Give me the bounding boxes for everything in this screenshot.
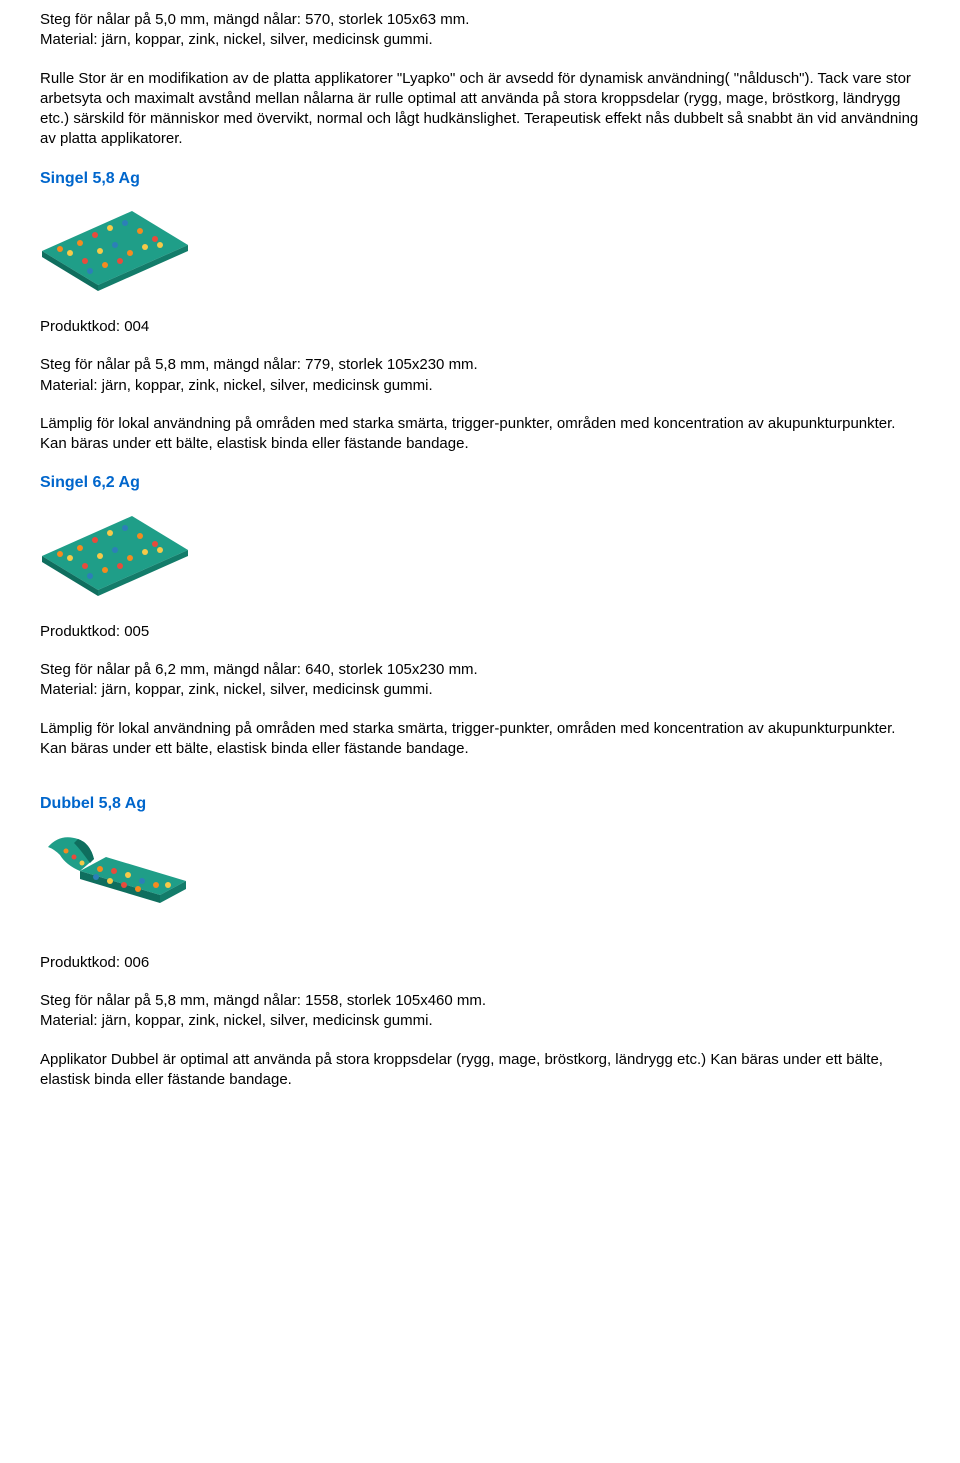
product-code: Produktkod: 005 — [40, 622, 920, 642]
product-spec-block: Steg för nålar på 5,8 mm, mängd nålar: 7… — [40, 355, 920, 396]
applicator-rolled-mat-icon — [40, 829, 190, 929]
product-heading: Singel 6,2 Ag — [40, 472, 920, 494]
intro-spec-line2: Material: järn, koppar, zink, nickel, si… — [40, 30, 920, 50]
product-image — [40, 829, 920, 929]
intro-spec-line1: Steg för nålar på 5,0 mm, mängd nålar: 5… — [40, 10, 920, 30]
product-spec-line1: Steg för nålar på 5,8 mm, mängd nålar: 1… — [40, 991, 920, 1011]
document-page: Steg för nålar på 5,0 mm, mängd nålar: 5… — [0, 0, 960, 1148]
spacer — [40, 777, 920, 785]
product-usage-line1: Applikator Dubbel är optimal att använda… — [40, 1050, 920, 1091]
product-usage-block: Lämplig för lokal användning på områden … — [40, 414, 920, 455]
product-code: Produktkod: 004 — [40, 317, 920, 337]
product-usage-line1: Lämplig för lokal användning på områden … — [40, 719, 920, 739]
product-spec-block: Steg för nålar på 6,2 mm, mängd nålar: 6… — [40, 660, 920, 701]
product-usage-line2: Kan bäras under ett bälte, elastisk bind… — [40, 739, 920, 759]
product-spec-block: Steg för nålar på 5,8 mm, mängd nålar: 1… — [40, 991, 920, 1032]
product-heading: Dubbel 5,8 Ag — [40, 793, 920, 815]
product-image — [40, 508, 920, 598]
product-spec-line2: Material: järn, koppar, zink, nickel, si… — [40, 680, 920, 700]
product-spec-line1: Steg för nålar på 6,2 mm, mängd nålar: 6… — [40, 660, 920, 680]
product-usage-line2: Kan bäras under ett bälte, elastisk bind… — [40, 434, 920, 454]
applicator-mat-icon — [40, 508, 190, 598]
product-code: Produktkod: 006 — [40, 953, 920, 973]
intro-description: Rulle Stor är en modifikation av de plat… — [40, 69, 920, 150]
product-usage-line1: Lämplig för lokal användning på områden … — [40, 414, 920, 434]
product-usage-block: Lämplig för lokal användning på områden … — [40, 719, 920, 760]
product-spec-line2: Material: järn, koppar, zink, nickel, si… — [40, 1011, 920, 1031]
intro-spec-block: Steg för nålar på 5,0 mm, mängd nålar: 5… — [40, 10, 920, 51]
product-spec-line2: Material: järn, koppar, zink, nickel, si… — [40, 376, 920, 396]
product-image — [40, 203, 920, 293]
product-spec-line1: Steg för nålar på 5,8 mm, mängd nålar: 7… — [40, 355, 920, 375]
product-heading: Singel 5,8 Ag — [40, 168, 920, 190]
product-usage-block: Applikator Dubbel är optimal att använda… — [40, 1050, 920, 1091]
applicator-mat-icon — [40, 203, 190, 293]
